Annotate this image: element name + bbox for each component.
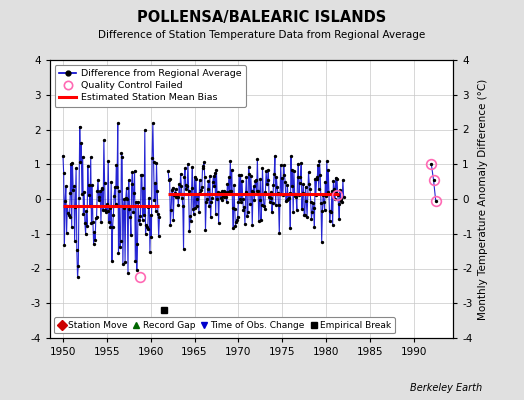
Y-axis label: Monthly Temperature Anomaly Difference (°C): Monthly Temperature Anomaly Difference (… <box>478 78 488 320</box>
Text: Berkeley Earth: Berkeley Earth <box>410 383 482 393</box>
Text: POLLENSA/BALEARIC ISLANDS: POLLENSA/BALEARIC ISLANDS <box>137 10 387 25</box>
Legend: Station Move, Record Gap, Time of Obs. Change, Empirical Break: Station Move, Record Gap, Time of Obs. C… <box>54 317 395 334</box>
Text: Difference of Station Temperature Data from Regional Average: Difference of Station Temperature Data f… <box>99 30 425 40</box>
